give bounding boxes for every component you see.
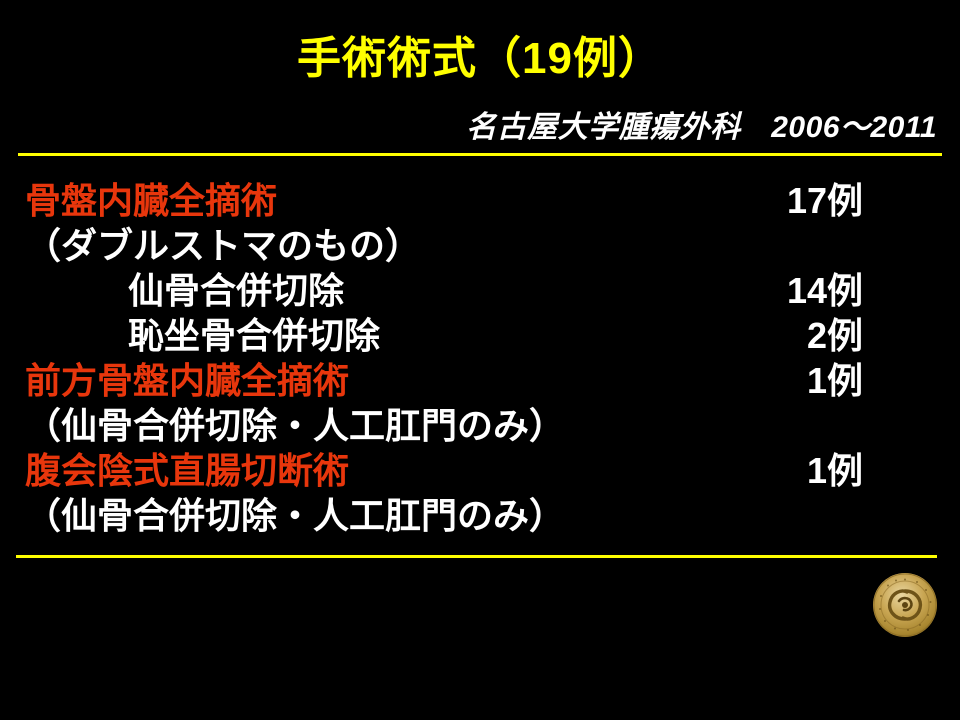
procedure-row: （仙骨合併切除・人工肛門のみ）: [25, 403, 960, 448]
procedure-count: 14例: [786, 270, 863, 311]
procedure-count: 1例: [806, 450, 863, 491]
procedure-count: 17例: [786, 180, 863, 221]
procedure-count: 2例: [806, 315, 863, 356]
procedure-label: 骨盤内臓全摘術: [25, 180, 278, 221]
procedure-row: （仙骨合併切除・人工肛門のみ）: [25, 493, 960, 538]
procedure-row: （ダブルストマのもの）: [25, 223, 960, 268]
divider-top: [18, 153, 942, 156]
procedure-label: 前方骨盤内臓全摘術: [25, 360, 350, 401]
procedure-count: 1例: [806, 360, 863, 401]
procedure-label: 仙骨合併切除: [128, 270, 345, 311]
procedure-row: 前方骨盤内臓全摘術 1例: [25, 358, 960, 403]
slide-title: 手術術式（19例）: [297, 34, 663, 83]
procedure-label: （仙骨合併切除・人工肛門のみ）: [25, 495, 566, 536]
procedure-row: 骨盤内臓全摘術 17例: [25, 178, 960, 223]
procedure-label: 恥坐骨合併切除: [128, 315, 381, 356]
procedure-label: 腹会陰式直腸切断術: [25, 450, 350, 491]
slide-subtitle: 名古屋大学腫瘍外科 2006～2011: [466, 111, 937, 144]
procedure-row: 腹会陰式直腸切断術 1例: [25, 448, 960, 493]
procedure-label: （仙骨合併切除・人工肛門のみ）: [25, 405, 566, 446]
procedure-list: 骨盤内臓全摘術 17例 （ダブルストマのもの） 仙骨合併切除 14例 恥坐骨合併…: [25, 178, 960, 538]
procedure-row: 恥坐骨合併切除 2例: [25, 313, 960, 358]
divider-bottom: [16, 555, 937, 558]
procedure-row: 仙骨合併切除 14例: [25, 268, 960, 313]
procedure-label: （ダブルストマのもの）: [25, 225, 422, 266]
gold-medallion-seal-icon: [872, 572, 938, 638]
